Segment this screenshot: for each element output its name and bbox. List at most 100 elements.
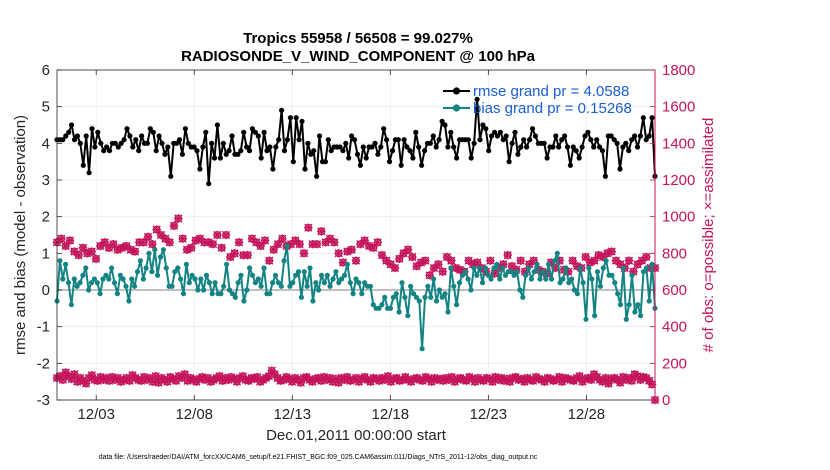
rmse-point: [112, 140, 118, 146]
rmse-point: [179, 151, 185, 157]
bias-point: [88, 280, 95, 286]
bias-point: [546, 261, 552, 267]
bias-point: [103, 272, 109, 278]
bias-point: [569, 276, 575, 282]
y-left-tick-label: -2: [37, 355, 50, 372]
bias-point: [232, 294, 238, 300]
bias-point: [189, 272, 195, 278]
bias-point: [143, 265, 149, 271]
y-right-tick-label: 1800: [662, 62, 695, 79]
bias-point: [462, 269, 468, 275]
bias-point: [258, 283, 264, 289]
obs-assimilated-marker: [126, 245, 135, 254]
obs-assimilated-marker: [312, 239, 322, 249]
rmse-point: [153, 148, 159, 154]
bias-point: [419, 346, 425, 352]
x-tick-label: 12/28: [568, 406, 606, 423]
bias-point: [431, 276, 437, 282]
rmse-point: [264, 148, 270, 154]
bias-point: [408, 283, 414, 289]
bias-point: [120, 276, 126, 282]
y-left-tick-label: -1: [37, 319, 50, 336]
rmse-point: [506, 159, 512, 165]
bias-point: [612, 280, 618, 286]
rmse-point: [311, 148, 317, 154]
rmse-point: [597, 144, 603, 150]
y-left-tick-label: 1: [42, 245, 50, 262]
bias-point: [442, 291, 448, 297]
rmse-point: [381, 126, 387, 132]
rmse-point: [599, 148, 606, 154]
bias-point: [344, 261, 350, 267]
bias-point: [615, 291, 621, 297]
y-right-tick-label: 1400: [662, 135, 695, 152]
rmse-point: [206, 181, 212, 187]
rmse-point: [308, 151, 314, 157]
bias-point: [643, 265, 650, 271]
bias-point: [353, 276, 359, 282]
bias-point: [428, 294, 434, 300]
rmse-point: [130, 144, 136, 150]
obs-assimilated-marker: [403, 245, 413, 254]
rmse-point: [337, 144, 343, 150]
bias-point: [201, 287, 207, 293]
bias-point: [477, 265, 483, 271]
rmse-point: [101, 148, 107, 154]
bias-point: [393, 291, 399, 297]
rmse-point: [63, 133, 69, 139]
bias-point: [514, 269, 520, 275]
bias-point: [77, 280, 83, 286]
rmse-point: [343, 140, 349, 146]
rmse-point: [570, 144, 576, 150]
rmse-point: [518, 144, 524, 150]
rmse-series: [54, 96, 658, 187]
rmse-point: [567, 162, 574, 168]
rmse-point: [646, 133, 652, 139]
y-right-tick-label: 800: [662, 245, 687, 262]
bias-point: [479, 280, 486, 286]
obs-assimilated-marker: [317, 227, 326, 236]
rmse-point: [83, 133, 89, 139]
bias-point: [290, 280, 296, 286]
bias-point: [422, 294, 428, 300]
rmse-point: [562, 133, 568, 139]
bias-point: [123, 283, 129, 289]
legend-bias-label: bias grand pr = 0.15268: [473, 100, 632, 117]
rmse-point: [316, 133, 323, 139]
rmse-point: [121, 137, 127, 143]
obs-assimilated-marker: [143, 232, 153, 242]
obs-assimilated-marker: [568, 256, 577, 265]
right-y-axis-ticks: 0 200 400 600 800 1000 1200 1400 1600 1800: [650, 62, 695, 409]
rmse-point: [124, 126, 130, 132]
rmse-point: [244, 144, 250, 150]
bias-point: [465, 276, 471, 282]
rmse-point: [322, 159, 328, 165]
rmse-point: [80, 162, 86, 168]
rmse-point: [127, 133, 133, 139]
bias-point: [402, 294, 408, 300]
rmse-point: [191, 144, 197, 150]
rmse-point: [477, 137, 483, 143]
bias-point: [224, 261, 230, 267]
bias-point: [241, 298, 247, 304]
rmse-point: [133, 137, 139, 143]
rmse-point: [168, 173, 174, 179]
rmse-point: [238, 148, 244, 154]
obs-assimilated-marker: [178, 234, 187, 243]
bias-point: [63, 261, 69, 267]
rmse-point: [576, 155, 582, 161]
rmse-point: [209, 140, 215, 146]
bias-point: [275, 280, 281, 286]
bias-point: [626, 302, 632, 308]
bias-point: [68, 302, 74, 308]
bias-point: [413, 294, 419, 300]
bias-point: [362, 280, 368, 286]
obs-assimilated-marker: [351, 256, 361, 265]
bias-point: [617, 302, 624, 308]
rmse-point: [465, 137, 471, 143]
bias-point: [560, 276, 566, 282]
obs-assimilated-marker: [213, 230, 222, 240]
bias-point: [451, 283, 457, 289]
rmse-point: [305, 140, 311, 146]
rmse-point: [211, 155, 218, 161]
